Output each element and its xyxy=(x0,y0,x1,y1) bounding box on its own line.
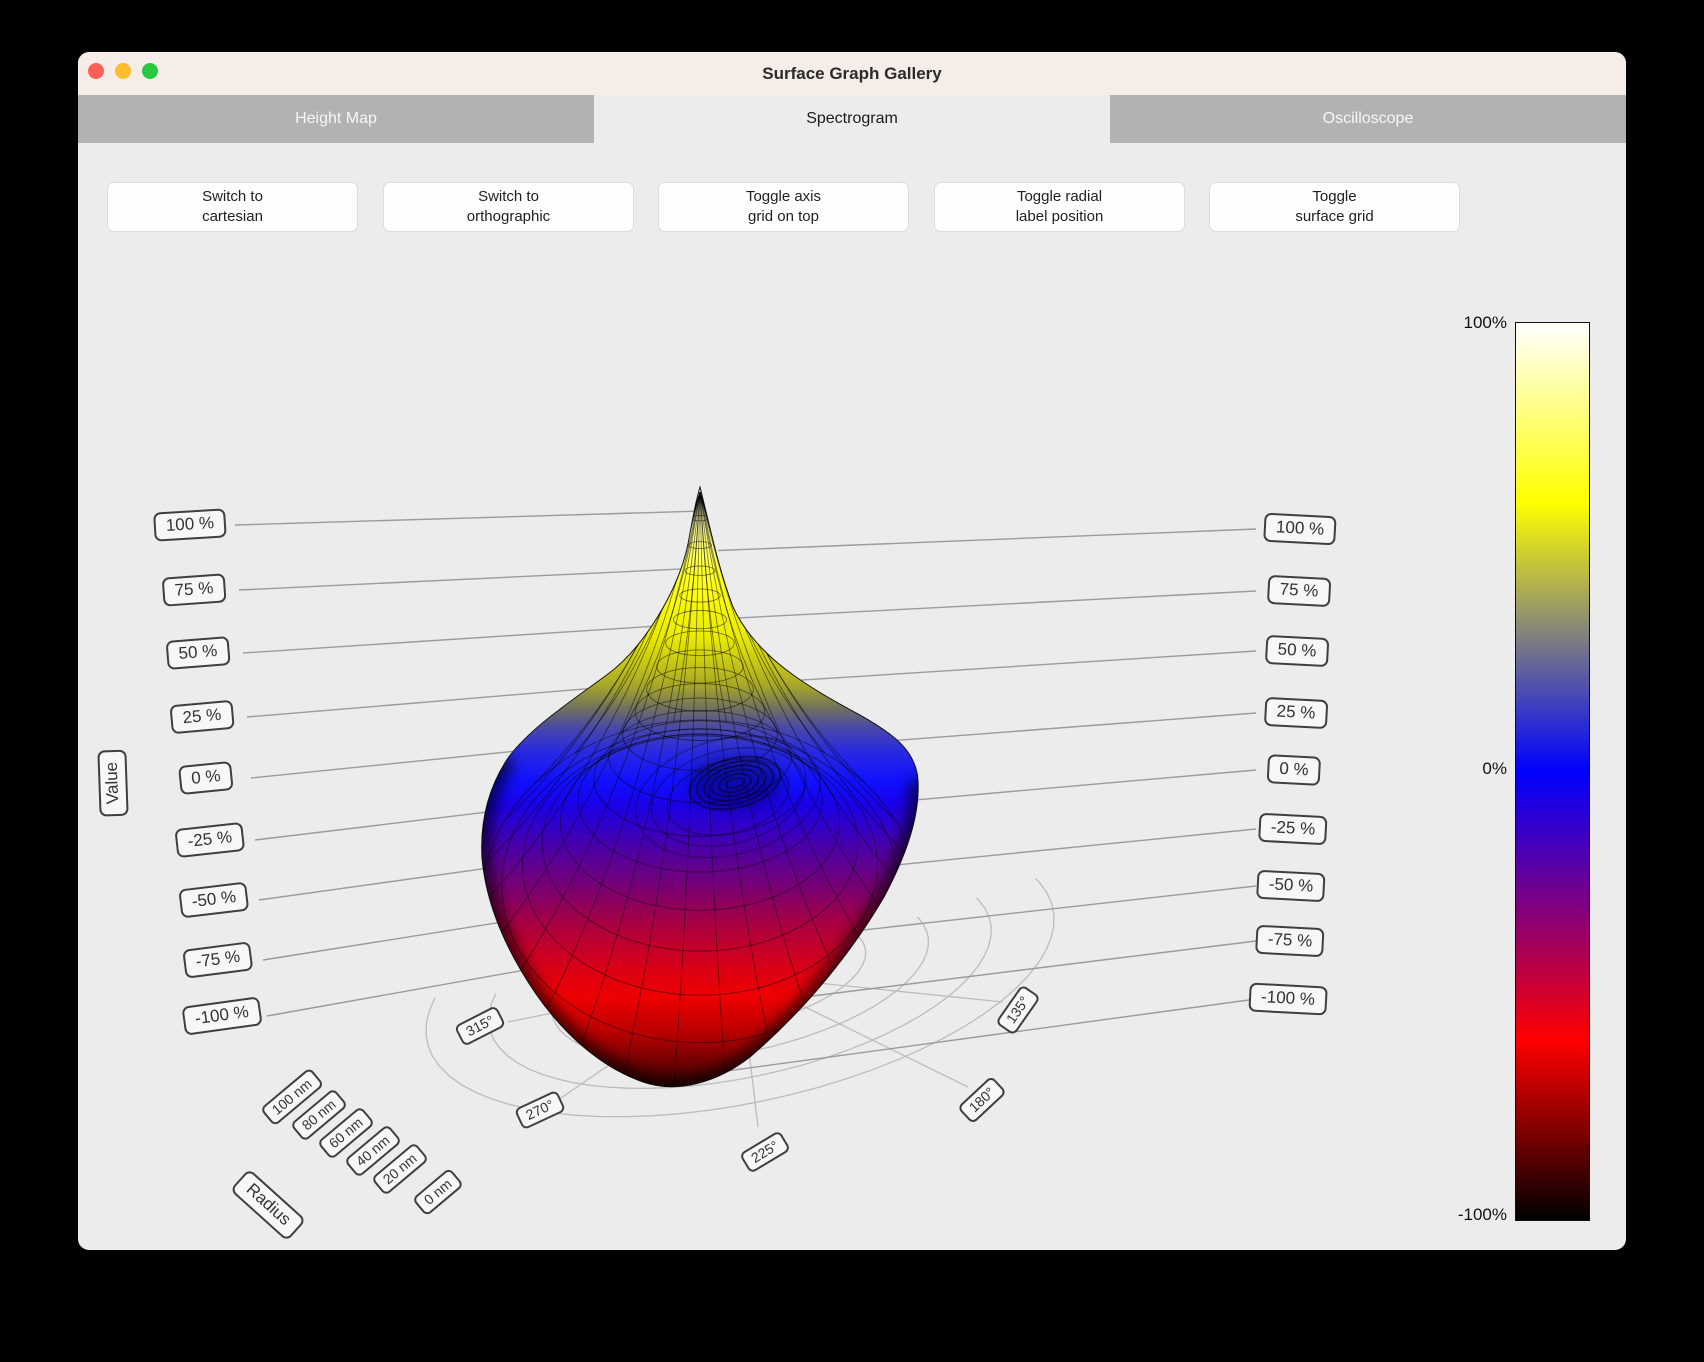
tab-oscilloscope[interactable]: Oscilloscope xyxy=(1110,95,1626,143)
value-axis-label-right: -25 % xyxy=(1257,812,1328,846)
value-axis-label-left: 75 % xyxy=(161,573,227,607)
value-axis-label-right: 100 % xyxy=(1263,512,1337,546)
value-axis-label-right: 0 % xyxy=(1266,754,1322,786)
value-axis-label-right: 50 % xyxy=(1264,634,1330,668)
angular-axis-label: 225° xyxy=(738,1130,792,1174)
value-axis-title: Value xyxy=(97,749,129,817)
value-axis-label-left: 100 % xyxy=(153,508,227,542)
minimize-button[interactable] xyxy=(115,63,131,79)
switch-to-cartesian-button[interactable]: Switch to cartesian xyxy=(107,182,358,232)
value-axis-label-left: -50 % xyxy=(178,881,250,919)
value-axis-label-left: -100 % xyxy=(181,996,263,1036)
value-axis-label-left: 50 % xyxy=(165,636,231,670)
window-title: Surface Graph Gallery xyxy=(762,64,942,83)
toggle-axis-grid-button[interactable]: Toggle axis grid on top xyxy=(658,182,909,232)
title-bar: Surface Graph Gallery xyxy=(78,52,1626,95)
value-axis-label-left: 0 % xyxy=(178,760,234,796)
switch-to-orthographic-button[interactable]: Switch to orthographic xyxy=(383,182,634,232)
value-axis-label-left: 25 % xyxy=(169,699,235,735)
radial-axis-label: 0 nm xyxy=(411,1167,465,1217)
app-window: Surface Graph Gallery Height Map Spectro… xyxy=(78,52,1626,1250)
angular-axis-label: 135° xyxy=(995,984,1041,1036)
angular-axis-label: 315° xyxy=(453,1005,507,1047)
tab-spectrogram[interactable]: Spectrogram xyxy=(594,95,1110,143)
value-axis-label-right: 75 % xyxy=(1266,574,1331,608)
color-legend-gradient-bar xyxy=(1515,322,1590,1221)
angular-axis-label: 270° xyxy=(513,1089,567,1131)
angular-axis-label: 180° xyxy=(956,1075,1008,1125)
value-axis-label-left: -25 % xyxy=(174,821,246,859)
radial-axis-title: Radius xyxy=(229,1168,307,1242)
tab-height-map[interactable]: Height Map xyxy=(78,95,594,143)
close-button[interactable] xyxy=(88,63,104,79)
value-axis-label-right: -50 % xyxy=(1256,869,1326,903)
toggle-surface-grid-button[interactable]: Toggle surface grid xyxy=(1209,182,1460,232)
value-axis-label-right: -75 % xyxy=(1254,924,1325,958)
legend-min-label: -100% xyxy=(1457,1205,1507,1224)
zoom-button[interactable] xyxy=(142,63,158,79)
value-axis-label-right: -100 % xyxy=(1248,982,1328,1016)
toggle-radial-label-button[interactable]: Toggle radial label position xyxy=(934,182,1185,232)
value-axis-label-left: -75 % xyxy=(182,941,254,979)
legend-zero-label: 0% xyxy=(1482,759,1507,778)
legend-max-label: 100% xyxy=(1463,313,1507,332)
tab-bar: Height Map Spectrogram Oscilloscope xyxy=(78,95,1626,143)
value-axis-label-right: 25 % xyxy=(1263,696,1328,730)
